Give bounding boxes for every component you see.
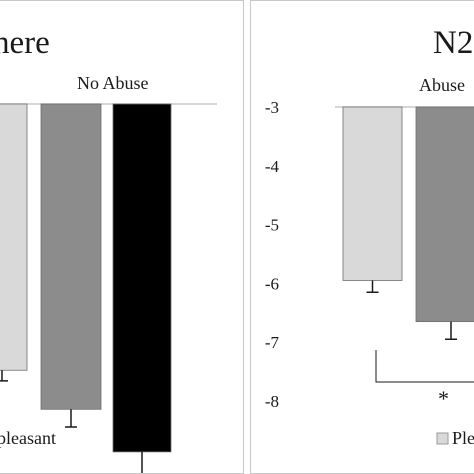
bar [112,103,172,453]
bar [342,106,403,281]
y-tick-label: -5 [265,216,279,235]
bars-group [342,106,474,341]
chart-panel-right: N20 Abuse -3 -4 -5 -6 -7 -8 * Ple [250,0,474,474]
chart-title: here [0,25,50,61]
chart-panel-left: here No Abuse pleasant [0,0,244,474]
group-label: No Abuse [77,73,149,93]
group-label: Abuse [419,75,465,95]
bars-group [0,103,172,473]
legend-label: pleasant [0,428,56,448]
error-bar [0,370,8,382]
bar [415,106,474,323]
error-bar [141,451,143,473]
y-tick-label: -8 [265,392,279,411]
error-bar [366,280,379,293]
significance-marker: * [438,386,449,411]
significance-bracket [375,350,474,383]
y-tick-label: -7 [265,333,280,352]
error-bar [445,321,457,341]
bar [40,103,102,410]
y-tick-label: -3 [265,98,279,117]
legend-swatch [436,432,449,445]
chart-left: here No Abuse pleasant [0,25,217,473]
chart-title: N20 [433,25,474,61]
y-axis: -3 -4 -5 -6 -7 -8 [265,98,280,411]
legend-label: Ple [452,428,474,448]
y-tick-label: -6 [265,274,279,293]
bar [0,103,28,371]
y-tick-label: -4 [265,157,280,176]
chart-right: N20 Abuse -3 -4 -5 -6 -7 -8 * Ple [265,25,474,448]
error-bar [65,409,77,428]
